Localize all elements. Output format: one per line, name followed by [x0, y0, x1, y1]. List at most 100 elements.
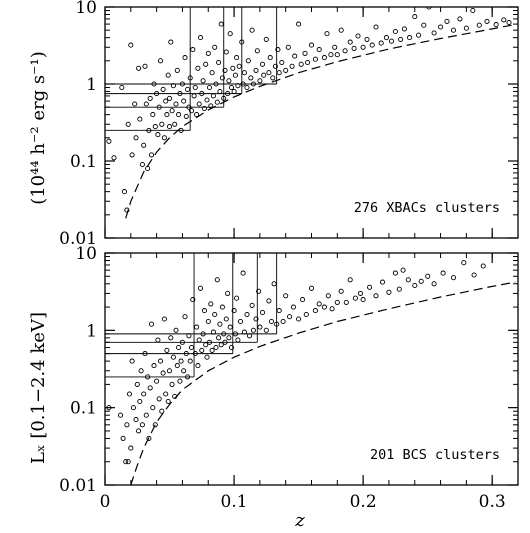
data-point	[190, 297, 196, 303]
x-axis-title: z	[294, 510, 305, 531]
data-point	[506, 19, 512, 26]
data-point	[383, 35, 389, 41]
data-point	[279, 59, 285, 66]
data-point	[267, 55, 273, 61]
data-point	[201, 308, 207, 314]
data-point	[136, 65, 142, 71]
data-point	[280, 318, 286, 325]
data-point	[209, 347, 215, 353]
data-point	[168, 39, 174, 45]
data-point	[263, 36, 269, 42]
data-point	[398, 36, 404, 42]
data-point	[163, 98, 169, 104]
data-point	[298, 61, 304, 67]
data-point	[151, 363, 157, 369]
data-point	[396, 286, 402, 292]
data-point	[321, 304, 327, 310]
data-point	[431, 281, 437, 287]
x-tick-label: 0	[100, 492, 111, 512]
data-point	[299, 297, 306, 303]
data-point	[197, 35, 204, 41]
data-point	[334, 52, 340, 58]
data-point	[253, 316, 259, 322]
data-point	[373, 293, 379, 299]
data-point	[166, 95, 173, 101]
data-point	[121, 189, 127, 195]
data-point	[200, 331, 206, 337]
data-point	[152, 422, 158, 428]
data-point	[213, 344, 219, 351]
data-point	[203, 61, 209, 67]
data-point	[150, 405, 156, 411]
data-point	[147, 95, 153, 101]
data-point	[259, 309, 266, 316]
data-point	[231, 308, 237, 314]
data-point	[170, 83, 176, 89]
data-point	[165, 72, 171, 78]
data-point	[134, 381, 140, 387]
data-point	[129, 358, 135, 364]
data-point	[360, 44, 366, 50]
data-point	[329, 306, 335, 312]
y-tick-label: 1	[86, 75, 97, 95]
y-tick-label: 0.01	[59, 229, 97, 249]
data-point	[178, 127, 184, 133]
data-point	[201, 105, 207, 112]
data-point	[444, 18, 450, 24]
data-point	[182, 314, 188, 320]
data-point	[223, 49, 229, 55]
data-point	[204, 97, 210, 103]
data-point	[232, 331, 238, 337]
data-point	[132, 101, 138, 107]
data-point	[228, 344, 235, 351]
data-point	[217, 88, 223, 95]
data-point	[210, 329, 216, 335]
data-point	[197, 285, 204, 291]
panel-annotation: 201 BCS clusters	[370, 447, 500, 463]
data-point	[206, 84, 213, 91]
data-point	[221, 95, 227, 101]
flux-limit-curve	[130, 281, 516, 485]
data-point	[177, 91, 183, 97]
data-point	[228, 84, 235, 91]
data-point	[169, 108, 175, 114]
data-point	[120, 435, 126, 441]
y-tick-label: 10	[75, 0, 97, 18]
data-point	[204, 354, 210, 360]
data-point	[143, 412, 149, 418]
data-point	[161, 135, 167, 141]
data-point	[155, 132, 161, 138]
data-point	[106, 405, 112, 411]
data-point	[168, 335, 174, 341]
data-point	[188, 108, 195, 114]
data-point	[216, 335, 222, 341]
data-point	[174, 363, 180, 369]
data-point	[292, 53, 298, 59]
data-point	[312, 56, 318, 62]
data-point	[421, 22, 427, 28]
data-point	[181, 368, 187, 374]
data-point	[194, 324, 200, 330]
data-point	[195, 65, 201, 71]
data-point	[172, 121, 178, 127]
flux-limit-curve	[125, 24, 512, 219]
data-point	[174, 67, 180, 73]
data-point	[245, 58, 251, 64]
data-point	[296, 21, 302, 27]
data-point	[163, 391, 169, 397]
data-point	[169, 381, 175, 387]
data-point	[235, 83, 241, 89]
data-point	[164, 112, 170, 118]
data-point	[244, 84, 250, 91]
data-point	[266, 298, 272, 304]
data-point	[222, 67, 228, 73]
data-point	[125, 121, 131, 127]
data-point	[187, 75, 193, 81]
data-point	[223, 316, 229, 322]
data-point	[159, 408, 165, 414]
data-point	[130, 405, 136, 411]
data-point	[145, 165, 151, 172]
y-tick-label: 0.1	[70, 152, 97, 172]
data-point	[271, 281, 277, 287]
data-point	[182, 55, 188, 61]
